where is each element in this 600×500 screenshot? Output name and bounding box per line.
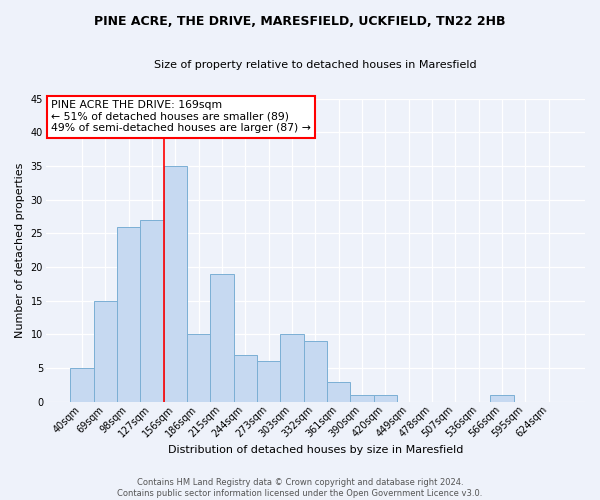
Text: PINE ACRE, THE DRIVE, MARESFIELD, UCKFIELD, TN22 2HB: PINE ACRE, THE DRIVE, MARESFIELD, UCKFIE… (94, 15, 506, 28)
Bar (374, 395, 397, 402)
Bar (211, 274, 234, 402)
Bar (257, 362, 280, 402)
X-axis label: Distribution of detached houses by size in Maresfield: Distribution of detached houses by size … (168, 445, 463, 455)
Bar (94, 300, 117, 402)
Y-axis label: Number of detached properties: Number of detached properties (15, 162, 25, 338)
Bar (164, 166, 187, 402)
Title: Size of property relative to detached houses in Maresfield: Size of property relative to detached ho… (154, 60, 477, 70)
Bar (117, 226, 140, 402)
Bar (70, 368, 94, 402)
Bar (280, 334, 304, 402)
Text: PINE ACRE THE DRIVE: 169sqm
← 51% of detached houses are smaller (89)
49% of sem: PINE ACRE THE DRIVE: 169sqm ← 51% of det… (51, 100, 311, 134)
Bar (350, 395, 374, 402)
Bar (140, 220, 164, 402)
Bar (327, 382, 350, 402)
Bar (187, 334, 211, 402)
Bar (490, 395, 514, 402)
Bar (234, 354, 257, 402)
Text: Contains HM Land Registry data © Crown copyright and database right 2024.
Contai: Contains HM Land Registry data © Crown c… (118, 478, 482, 498)
Bar (304, 341, 327, 402)
